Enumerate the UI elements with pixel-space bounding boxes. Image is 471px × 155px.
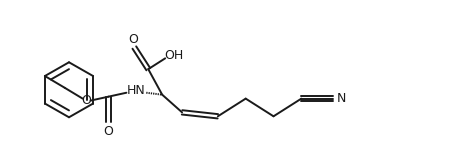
Text: O: O (81, 94, 91, 107)
Text: O: O (129, 33, 138, 46)
Text: OH: OH (164, 49, 184, 62)
Text: N: N (336, 92, 346, 105)
Text: HN: HN (127, 84, 146, 97)
Text: O: O (104, 124, 114, 137)
